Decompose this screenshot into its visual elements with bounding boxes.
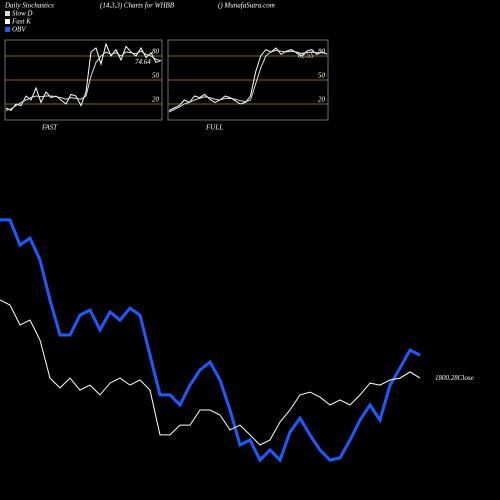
close-label: 1800.28Close — [435, 374, 474, 382]
last-value-label: 74.64 — [135, 58, 151, 66]
panel-label: FULL — [205, 124, 223, 132]
legend-entry: OBV — [12, 26, 26, 34]
y-tick-label: 50 — [152, 72, 160, 80]
close-name: Close — [458, 374, 474, 382]
series-line — [0, 299, 421, 446]
legend-swatch — [5, 11, 10, 16]
series-line — [5, 42, 162, 112]
panel-label: FAST — [41, 124, 58, 132]
legend-entry: Slow D — [12, 10, 32, 18]
last-value-label: 82.55 — [298, 52, 314, 60]
y-tick-label: 80 — [152, 48, 160, 56]
close-value: 1800.28 — [435, 374, 458, 382]
header-subtitle: (14,3,3) Charts for WHBB — [100, 2, 175, 10]
legend-entry: Fast K — [11, 18, 31, 26]
header-title: Daily Stochastics — [4, 2, 54, 10]
legend-swatch — [5, 19, 10, 24]
series-line — [5, 50, 162, 111]
y-tick-label: 20 — [318, 96, 326, 104]
y-tick-label: 20 — [152, 96, 160, 104]
series-line — [168, 49, 328, 113]
series-line — [168, 47, 328, 111]
series-line — [0, 218, 421, 463]
header-site: () MunafaSutra.com — [218, 2, 275, 10]
y-tick-label: 50 — [318, 72, 326, 80]
legend-swatch — [5, 27, 10, 32]
